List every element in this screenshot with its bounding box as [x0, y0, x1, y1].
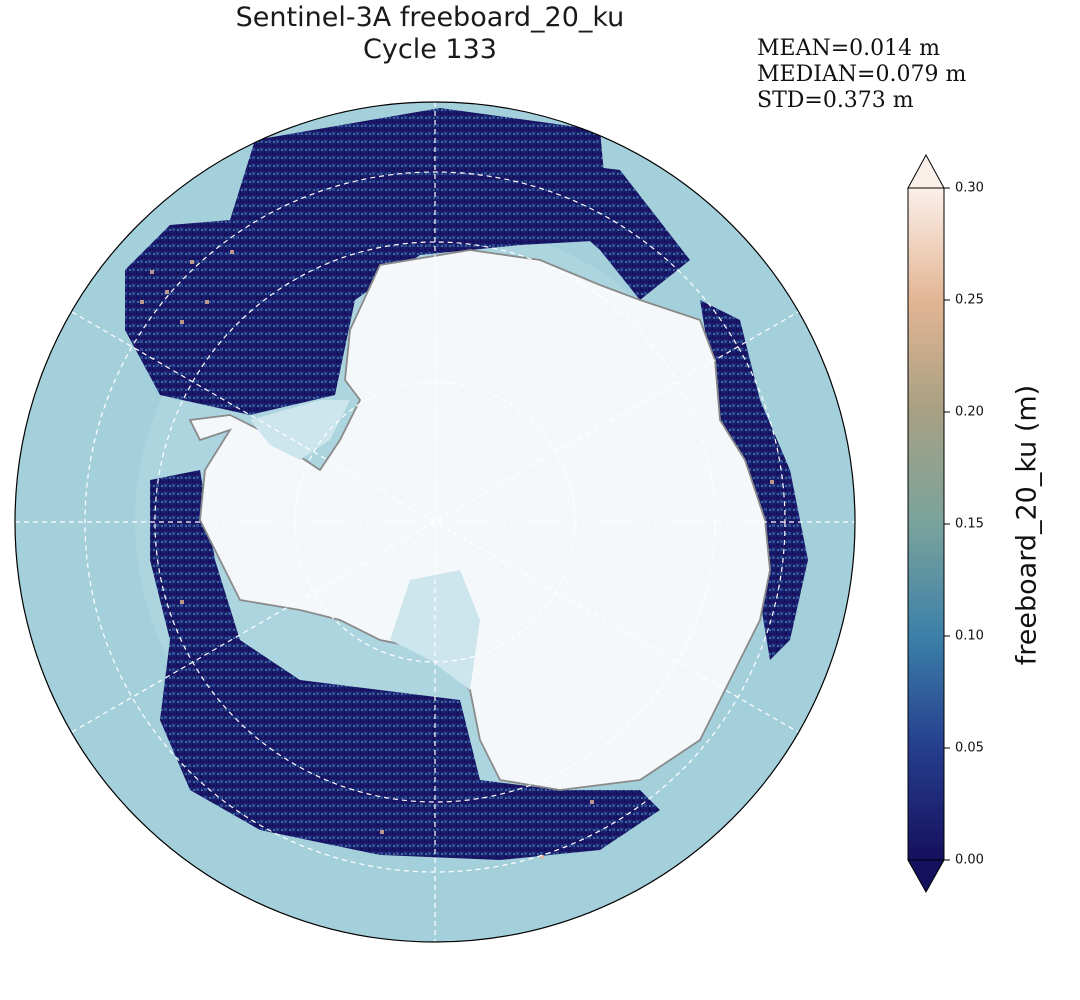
freeboard-data — [125, 108, 808, 860]
ronne-ice-shelf — [250, 400, 350, 460]
colorbar — [907, 153, 950, 894]
colorbar-extend-max — [907, 153, 945, 189]
statistics-block: MEAN=0.014 m MEDIAN=0.079 m STD=0.373 m — [757, 36, 966, 114]
title-line-1: Sentinel-3A freeboard_20_ku — [235, 2, 625, 33]
colorbar-label: freeboard_20_ku (m) — [1011, 384, 1043, 666]
sea-ice-band-weddell — [125, 108, 610, 415]
title-line-2: Cycle 133 — [363, 34, 497, 65]
colorbar-tick-label: 0.20 — [955, 404, 984, 420]
sea-ice-band-north — [440, 108, 690, 300]
map-title: Sentinel-3A freeboard_20_ku Cycle 133 — [230, 2, 630, 66]
colorbar-tick-label: 0.25 — [955, 292, 984, 308]
graticule — [15, 102, 855, 942]
colorbar-tick-label: 0.00 — [955, 852, 984, 868]
colorbar-tick-label: 0.10 — [955, 628, 984, 644]
sea-ice-band-indian — [700, 300, 808, 660]
colorbar-tick-label: 0.15 — [955, 516, 984, 532]
colorbar-tick-label: 0.30 — [955, 180, 984, 196]
colorbar-extend-min — [907, 859, 945, 894]
colorbar-bar — [907, 187, 945, 861]
stat-mean: MEAN=0.014 m — [757, 36, 940, 61]
stat-median: MEDIAN=0.079 m — [757, 62, 967, 87]
ross-ice-shelf — [390, 570, 480, 690]
high-freeboard-speckles — [140, 250, 774, 859]
colorbar-tick-label: 0.05 — [955, 740, 984, 756]
stat-std: STD=0.373 m — [757, 88, 914, 113]
map-boundary — [14, 101, 856, 943]
sea-ice-band-pacific — [150, 470, 660, 860]
